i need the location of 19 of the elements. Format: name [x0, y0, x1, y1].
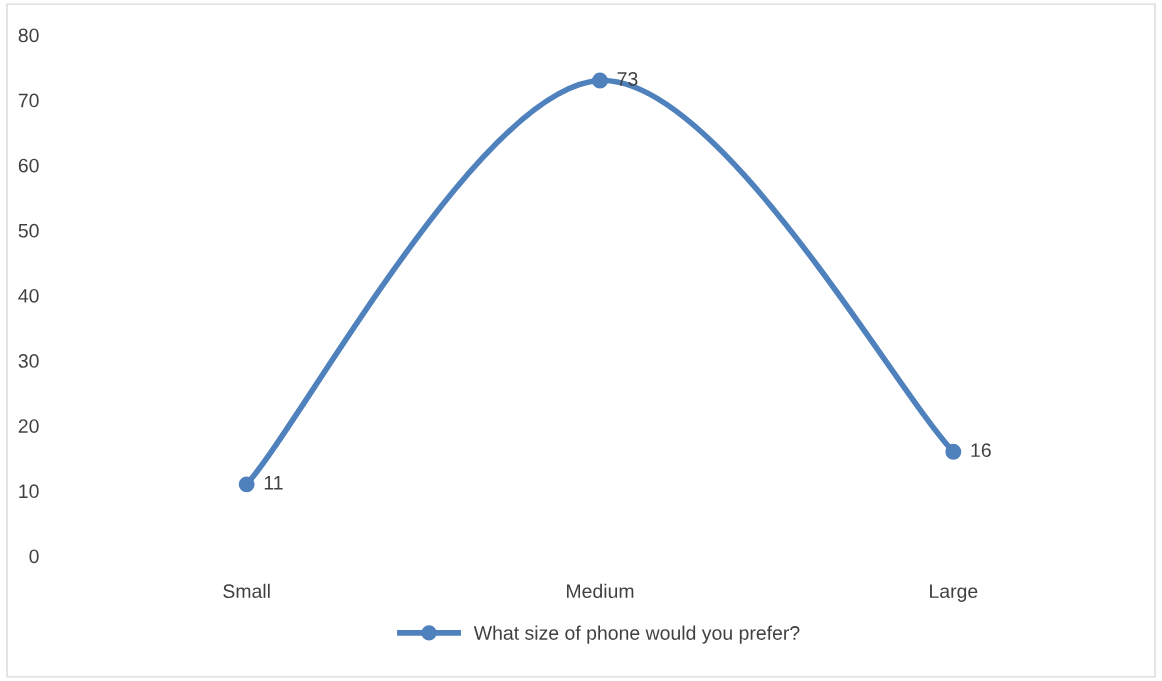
y-tick-label: 40 — [18, 288, 39, 303]
y-tick-label: 30 — [18, 354, 39, 368]
data-label: 73 — [617, 72, 638, 86]
y-tick-label: 50 — [18, 223, 39, 238]
y-tick-label: 0 — [29, 549, 39, 564]
x-tick-label: Large — [930, 584, 978, 602]
y-tick-label: 20 — [18, 419, 39, 433]
data-label: 11 — [264, 476, 283, 490]
y-tick-label: 10 — [19, 484, 39, 499]
y-tick-label: 70 — [18, 93, 39, 108]
y-tick-label: 60 — [18, 158, 39, 173]
point — [945, 443, 962, 460]
x-tick-label: Medium — [567, 583, 634, 599]
legend-label: What size of phone would you prefer? — [473, 625, 800, 644]
x-tick-label: Small — [223, 583, 270, 599]
data-label: 16 — [971, 443, 991, 458]
point — [592, 72, 608, 89]
y-tick-label: 80 — [18, 28, 39, 43]
point — [238, 476, 255, 493]
